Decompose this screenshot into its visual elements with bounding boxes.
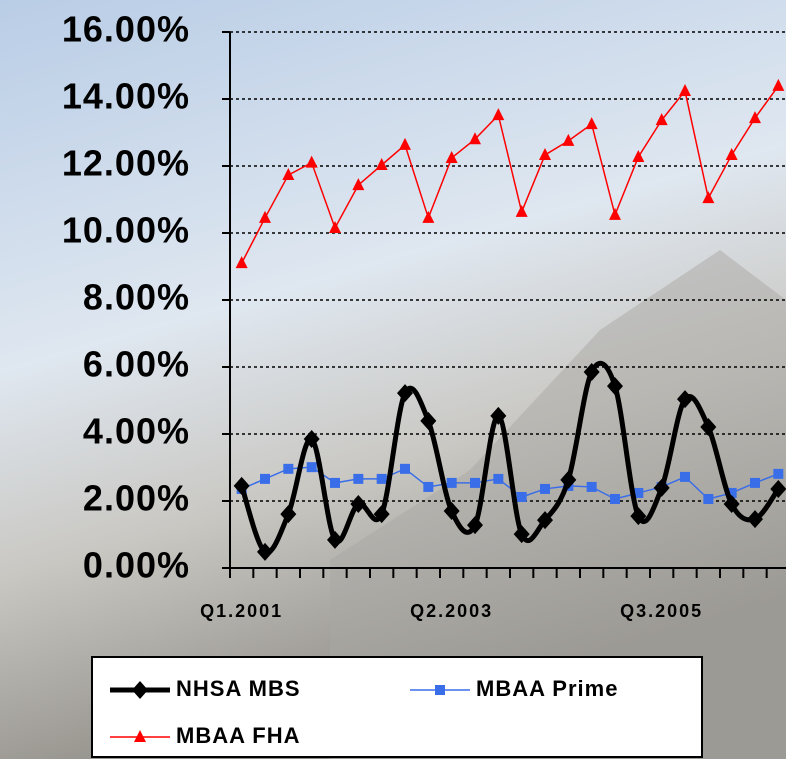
x-tick-label: Q1.2001 — [200, 601, 283, 621]
data-point — [702, 191, 715, 204]
data-point — [515, 204, 528, 217]
data-point — [677, 390, 693, 409]
data-point — [747, 510, 763, 529]
data-point — [397, 384, 413, 403]
data-point — [749, 111, 761, 124]
data-point — [260, 473, 270, 484]
data-point — [306, 462, 317, 473]
legend-label: NHSA MBS — [176, 676, 301, 701]
data-point — [773, 468, 784, 479]
series-line — [241, 85, 779, 264]
data-point — [423, 481, 434, 492]
data-point — [607, 377, 623, 396]
x-tick-label: Q2.2003 — [410, 601, 493, 621]
y-tick-label: 0.00% — [83, 545, 190, 586]
data-point — [537, 511, 553, 530]
data-point — [259, 210, 271, 223]
data-point — [420, 411, 437, 430]
data-point — [443, 502, 460, 521]
data-point — [280, 505, 297, 524]
data-point — [446, 477, 457, 488]
legend-marker — [435, 685, 445, 695]
legend-label: MBAA FHA — [176, 723, 301, 748]
data-point — [562, 133, 575, 146]
data-point — [492, 108, 505, 121]
data-point — [630, 507, 647, 526]
data-point — [469, 132, 481, 145]
data-point — [655, 113, 668, 126]
y-tick-label: 10.00% — [62, 210, 190, 251]
x-tick-label: Q3.2005 — [620, 601, 703, 621]
data-point — [700, 417, 717, 436]
data-point — [586, 481, 597, 492]
data-point — [513, 525, 530, 544]
data-point — [375, 157, 388, 170]
y-tick-label: 14.00% — [62, 76, 190, 117]
data-point — [726, 487, 737, 498]
legend-marker — [134, 730, 146, 742]
y-tick-label: 4.00% — [83, 411, 190, 452]
data-point — [609, 207, 621, 220]
y-tick-label: 8.00% — [83, 277, 190, 318]
data-point — [422, 210, 435, 223]
legend-marker — [132, 681, 148, 699]
data-point — [235, 256, 248, 269]
data-point — [400, 463, 410, 474]
y-tick-label: 6.00% — [83, 344, 190, 385]
data-point — [493, 473, 504, 484]
y-tick-label: 2.00% — [83, 478, 190, 519]
legend-label: MBAA Prime — [476, 676, 618, 701]
data-point — [305, 155, 318, 168]
data-point — [352, 178, 365, 191]
data-point — [327, 530, 343, 549]
data-point — [516, 491, 527, 502]
data-point — [583, 363, 600, 382]
data-point — [329, 220, 341, 233]
data-point — [723, 495, 740, 514]
data-point — [560, 470, 577, 489]
data-point — [703, 493, 714, 504]
data-point — [257, 542, 273, 561]
data-point — [350, 495, 367, 514]
data-point — [330, 477, 340, 488]
data-point — [610, 493, 620, 504]
data-point — [632, 149, 645, 162]
data-point — [679, 83, 691, 96]
data-point — [353, 473, 364, 484]
data-point — [770, 479, 786, 498]
data-point — [490, 406, 507, 425]
data-point — [772, 78, 785, 91]
data-point — [303, 430, 320, 449]
data-point — [467, 516, 483, 535]
data-point — [725, 147, 738, 160]
data-point — [399, 137, 411, 150]
data-point — [445, 150, 458, 163]
data-point — [373, 505, 390, 524]
data-point — [585, 117, 598, 130]
data-point — [376, 473, 387, 484]
data-point — [282, 168, 295, 181]
y-tick-label: 12.00% — [62, 143, 190, 184]
data-point — [233, 476, 250, 495]
data-point — [540, 483, 550, 494]
data-point — [680, 471, 690, 482]
data-point — [653, 478, 670, 497]
data-point — [633, 487, 644, 498]
data-point — [283, 463, 294, 474]
data-point — [470, 477, 480, 488]
data-point — [750, 477, 760, 488]
data-point — [539, 147, 551, 160]
legend-box — [91, 656, 703, 758]
y-tick-label: 16.00% — [62, 9, 190, 50]
